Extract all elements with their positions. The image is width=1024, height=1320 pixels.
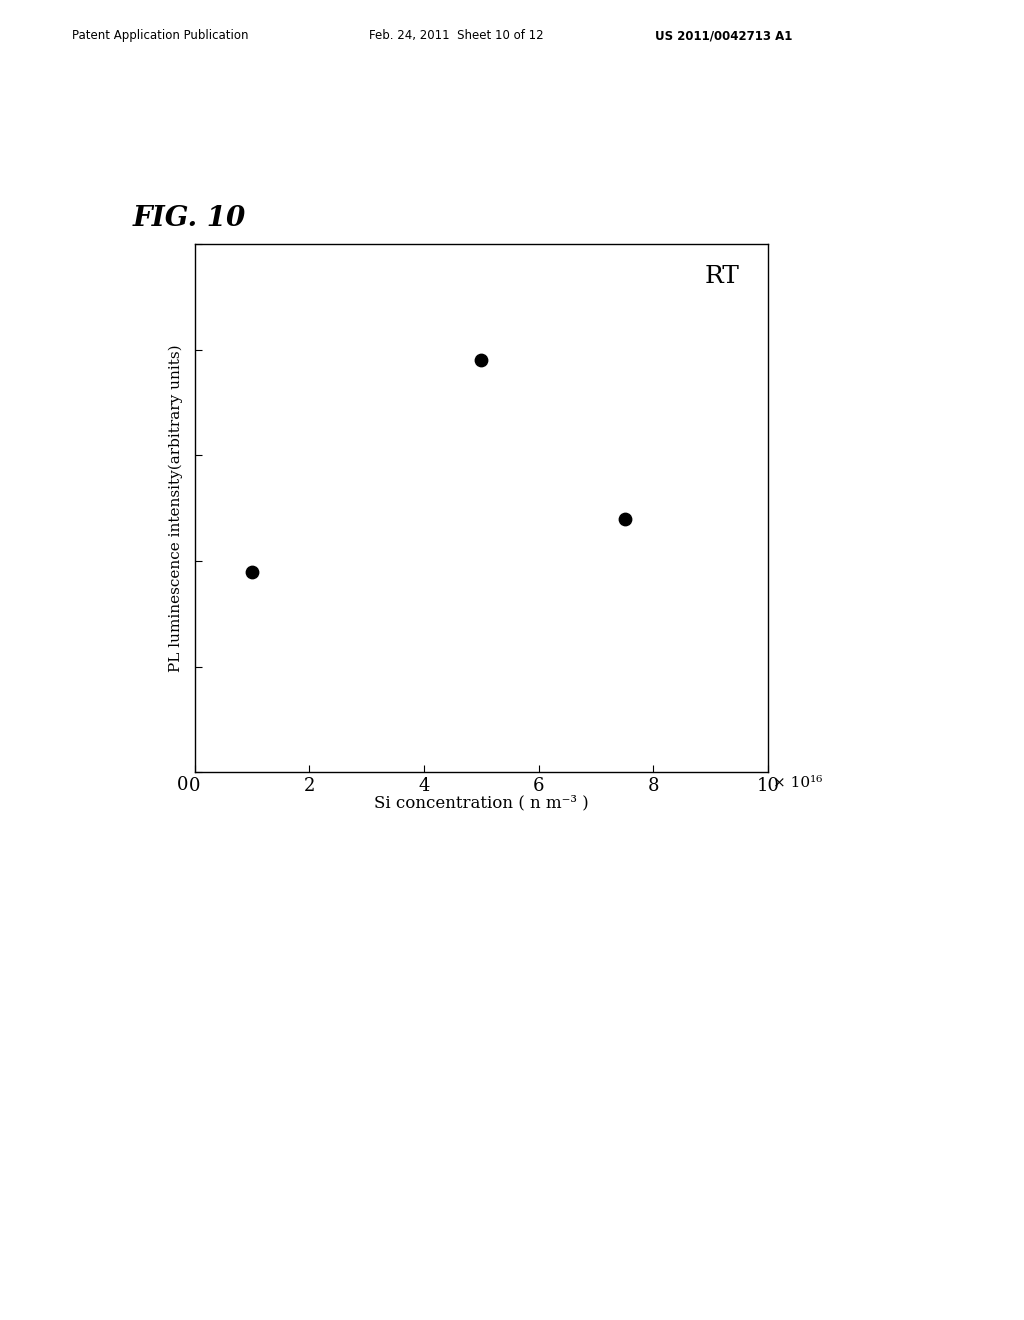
- Text: RT: RT: [705, 265, 739, 288]
- Text: Feb. 24, 2011  Sheet 10 of 12: Feb. 24, 2011 Sheet 10 of 12: [369, 29, 544, 42]
- Point: [473, 350, 489, 371]
- Text: Si concentration ( n m⁻³ ): Si concentration ( n m⁻³ ): [374, 795, 589, 812]
- Text: US 2011/0042713 A1: US 2011/0042713 A1: [655, 29, 793, 42]
- Y-axis label: PL luminescence intensity(arbitrary units): PL luminescence intensity(arbitrary unit…: [169, 345, 183, 672]
- Text: FIG. 10: FIG. 10: [133, 205, 247, 231]
- Point: [244, 561, 260, 582]
- Text: 0: 0: [176, 776, 188, 795]
- Text: Patent Application Publication: Patent Application Publication: [72, 29, 248, 42]
- Point: [616, 508, 633, 529]
- Text: × 10¹⁶: × 10¹⁶: [773, 776, 822, 791]
